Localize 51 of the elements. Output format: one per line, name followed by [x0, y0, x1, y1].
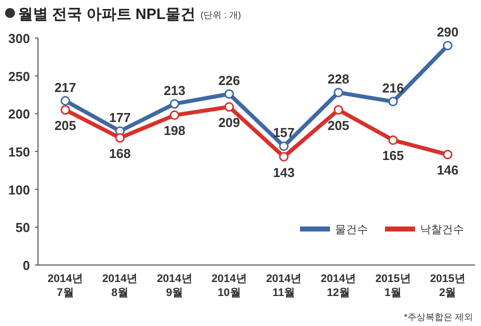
data-label: 217	[54, 80, 76, 95]
x-tick-label: 2014년 7월	[48, 273, 84, 299]
x-tick-label: 2014년 9월	[156, 273, 192, 299]
data-label: 290	[436, 24, 459, 40]
point	[60, 105, 70, 115]
chart-subtitle: (단위 : 개)	[200, 10, 242, 20]
point	[442, 40, 452, 50]
data-label: 177	[109, 110, 131, 126]
x-tick-label: 2014년 12월	[320, 273, 356, 299]
point	[115, 133, 125, 143]
point	[279, 152, 289, 162]
x-tick-label: 2015년 1월	[375, 273, 411, 299]
data-label: 165	[382, 148, 404, 164]
data-label: 143	[272, 164, 295, 180]
point	[224, 89, 234, 99]
y-tick-label: 300	[8, 31, 30, 46]
chart-title: 월별 전국 아파트 NPL물건	[18, 6, 196, 23]
y-tick-label: 250	[8, 68, 30, 84]
x-tick-label: 2014년 11월	[266, 273, 302, 299]
data-label: 157	[272, 125, 295, 140]
data-label: 146	[436, 162, 459, 178]
point	[170, 110, 180, 120]
data-label: 205	[54, 118, 76, 133]
data-label: 168	[109, 146, 131, 161]
x-tick-label: 2015년 2월	[430, 273, 466, 299]
x-tick-label: 2014년 8월	[102, 273, 138, 299]
point	[334, 105, 344, 115]
data-label: 226	[218, 72, 240, 88]
y-tick-label: 100	[8, 182, 30, 198]
point	[170, 99, 180, 109]
legend-label: 물건수	[335, 224, 368, 236]
point	[60, 96, 70, 106]
legend-label: 낙찰건수	[420, 224, 464, 236]
point	[334, 88, 344, 98]
data-label: 205	[328, 118, 350, 133]
x-tick-label: 2014년 10월	[211, 273, 247, 299]
y-tick-label: 50	[16, 220, 30, 236]
point	[388, 96, 398, 106]
point	[442, 150, 452, 160]
y-tick-label: 0	[22, 258, 30, 273]
point	[224, 102, 234, 112]
data-label: 209	[218, 114, 240, 130]
data-label: 213	[164, 82, 186, 98]
data-label: 216	[382, 80, 404, 96]
y-tick-label: 200	[8, 106, 30, 122]
data-label: 228	[328, 71, 350, 86]
text: *주상복합은 제외	[404, 312, 473, 322]
data-label: 198	[164, 123, 186, 138]
point	[279, 141, 289, 151]
point	[388, 135, 398, 145]
y-tick-label: 150	[8, 144, 30, 160]
